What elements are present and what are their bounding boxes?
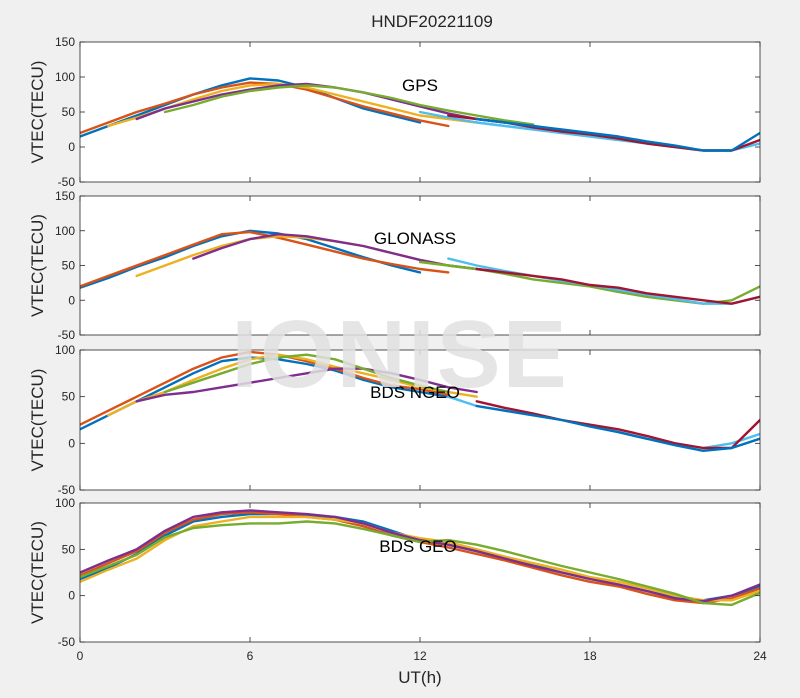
- y-axis-label: VTEC(TECU): [28, 214, 47, 317]
- plot-area: [80, 350, 760, 490]
- series-line: [475, 267, 760, 305]
- series-line: [475, 404, 760, 452]
- x-tick-label: 6: [247, 649, 254, 663]
- series-line: [80, 515, 760, 602]
- panel-1: -50 0 50 100 150 VTEC(TECU) GPS: [28, 35, 761, 189]
- y-tick-label: 0: [68, 293, 75, 307]
- series-line: [80, 81, 450, 135]
- y-tick-label: 50: [62, 105, 76, 119]
- panel-title: GLONASS: [374, 229, 456, 248]
- panel-3: -50 0 50 100 VTEC(TECU) BDS NGEO: [28, 343, 761, 497]
- y-tick-label: 50: [62, 390, 76, 404]
- series-line: [475, 400, 760, 450]
- series-line: [163, 353, 450, 394]
- y-tick-label: 50: [62, 259, 76, 273]
- series-group: [80, 509, 760, 607]
- series-group: [80, 77, 760, 152]
- y-tick-label: -50: [58, 483, 76, 497]
- y-axis-label: VTEC(TECU): [28, 369, 47, 472]
- series-group: [80, 350, 760, 452]
- series-line: [80, 229, 422, 289]
- y-tick-label: 0: [68, 140, 75, 154]
- series-line: [80, 77, 422, 138]
- series-group: [80, 229, 760, 305]
- y-tick-label: 100: [55, 343, 75, 357]
- y-tick-label: 100: [55, 496, 75, 510]
- y-tick-label: -50: [58, 175, 76, 189]
- series-line: [80, 230, 450, 288]
- x-tick-label: 18: [583, 649, 597, 663]
- x-tick-label: 24: [753, 649, 767, 663]
- y-tick-label: 150: [55, 35, 75, 49]
- panel-2: -50 0 50 100 150 VTEC(TECU) GLONASS: [28, 189, 761, 342]
- y-tick-label: -50: [58, 635, 76, 649]
- series-line: [163, 84, 535, 126]
- series-line: [80, 520, 760, 607]
- y-tick-label: 0: [68, 589, 75, 603]
- y-tick-label: 50: [62, 542, 76, 556]
- y-tick-label: -50: [58, 328, 76, 342]
- x-tick-label: 0: [77, 649, 84, 663]
- y-tick-label: 150: [55, 189, 75, 203]
- y-axis-label: VTEC(TECU): [28, 521, 47, 624]
- panel-title: BDS NGEO: [370, 383, 460, 402]
- panel-title: GPS: [402, 76, 438, 95]
- y-tick-label: 100: [55, 224, 75, 238]
- figure-title: HNDF20221109: [371, 12, 493, 31]
- series-line: [475, 117, 760, 152]
- series-line: [80, 509, 760, 603]
- series-line: [135, 367, 478, 403]
- series-line: [80, 350, 450, 426]
- y-axis-label: VTEC(TECU): [28, 61, 47, 164]
- plot-area: [80, 196, 760, 335]
- x-axis-label: UT(h): [398, 668, 441, 687]
- y-tick-label: 0: [68, 436, 75, 450]
- y-tick-label: 100: [55, 70, 75, 84]
- x-tick-label: 12: [413, 649, 427, 663]
- panel-title: BDS GEO: [379, 537, 456, 556]
